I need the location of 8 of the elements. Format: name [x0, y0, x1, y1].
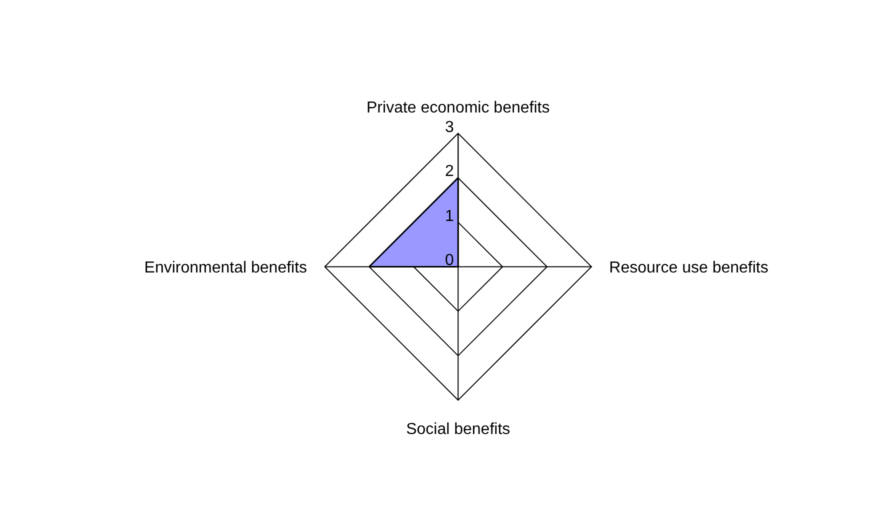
spoke-label: Environmental benefits [144, 259, 308, 276]
spoke-label: Social benefits [406, 420, 510, 438]
y-tick-label: 3 [445, 119, 454, 136]
y-tick-label: 2 [445, 163, 454, 180]
y-tick-label: 1 [445, 208, 454, 225]
spoke-label: Private economic benefits [366, 99, 550, 116]
spoke-label: Resource use benefits [609, 259, 768, 276]
y-tick-label: 0 [445, 252, 454, 269]
